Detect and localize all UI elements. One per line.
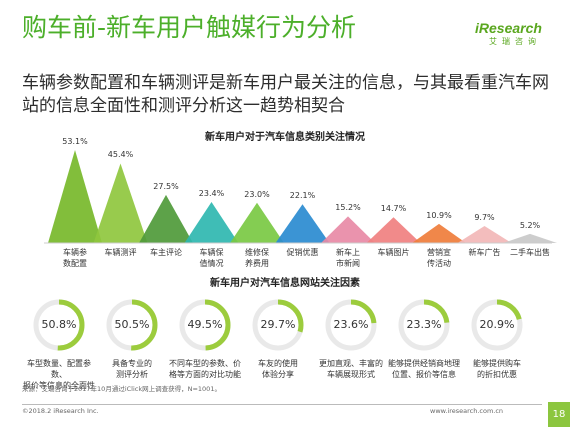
peak-category-label: 车辆图片 <box>377 248 410 257</box>
peak-value-label: 45.4% <box>107 150 134 160</box>
peak-1 <box>48 150 102 243</box>
peak-category-label: 促销优惠 <box>286 248 319 257</box>
peak-value-label: 53.1% <box>62 137 88 146</box>
peak-9 <box>412 223 466 243</box>
peak-category-label: 车主评论 <box>150 248 182 257</box>
peak-category-label: 车辆测评 <box>104 248 137 257</box>
peak-category-label: 新车广告 <box>468 248 501 257</box>
ring-arc <box>33 299 85 351</box>
ring-value: 29.7% <box>260 318 296 331</box>
ring-description: 车型数量、配置参数、 报价等信息的全面性 <box>23 359 95 390</box>
logo-subtitle: 艾瑞咨询 <box>489 37 541 46</box>
peak-5 <box>230 202 284 243</box>
ring-chart-title: 新车用户对汽车信息网站关注因素 <box>210 278 360 289</box>
peak-category-label: 新车上 市新闻 <box>336 248 360 268</box>
page-number: 18 <box>548 402 570 427</box>
ring-description: 具备专业的 测评分析 <box>112 359 152 379</box>
ring-chart: 23.3% <box>395 296 453 354</box>
page-title: 购车前-新车用户触媒行为分析 <box>22 13 357 42</box>
ring-chart: 20.9% <box>468 296 526 354</box>
peak-value-label: 9.7% <box>474 213 495 222</box>
peak-value-label: 10.9% <box>426 210 452 220</box>
peak-value-label: 14.7% <box>380 204 407 214</box>
peak-value-label: 23.4% <box>198 189 225 199</box>
peak-category-label: 车辆保 值情况 <box>199 248 224 268</box>
peak-3 <box>139 194 193 243</box>
ring-value: 50.5% <box>114 318 150 331</box>
peak-category-label: 二手车出售 <box>510 248 550 257</box>
ring-description: 能够提供购车 的折扣优惠 <box>473 359 521 379</box>
peak-category-label: 营销宣 传活动 <box>427 248 451 268</box>
ring-value: 20.9% <box>479 318 515 331</box>
peak-value-label: 22.1% <box>289 191 316 201</box>
logo-brand: iResearch <box>475 20 542 36</box>
ring-value: 23.6% <box>333 318 369 331</box>
ring-arc <box>179 299 231 351</box>
ring-chart: 50.5% <box>103 296 161 354</box>
ring-description: 车友的使用 体验分享 <box>258 359 298 379</box>
peak-value-label: 15.2% <box>335 203 361 213</box>
ring-arc <box>106 299 158 351</box>
ring-value: 50.8% <box>41 318 77 331</box>
peak-2 <box>93 163 148 243</box>
peak-value-label: 23.0% <box>244 189 270 199</box>
ring-arc <box>325 299 377 351</box>
peak-8 <box>366 217 421 243</box>
peak-value-label: 5.2% <box>519 220 541 230</box>
website: www.iresearch.com.cn <box>430 407 504 415</box>
copyright: ©2018.2 iResearch Inc. <box>22 407 99 415</box>
peak-chart-title: 新车用户对于汽车信息类别关注情况 <box>205 132 365 143</box>
ring-arc <box>252 299 304 351</box>
iresearch-logo: iResearch 艾瑞咨询 <box>475 20 545 50</box>
peak-6 <box>275 204 330 243</box>
ring-value: 49.5% <box>187 318 223 331</box>
ring-chart: 23.6% <box>322 296 380 354</box>
source-note: 来源：艾瑞咨询于2017年10月通过iClick网上调查获得，N=1001。 <box>22 385 221 393</box>
ring-arc <box>471 299 523 351</box>
ring-chart: 29.7% <box>249 296 307 354</box>
ring-description: 不同车型的参数、价 格等方面的对比功能 <box>169 359 241 379</box>
ring-description: 更加直观、丰富的 车辆展现形式 <box>319 359 383 379</box>
ring-chart: 50.8% <box>30 296 88 354</box>
peak-4 <box>184 202 239 243</box>
peak-category-label: 维修保 养费用 <box>245 248 269 268</box>
peak-7 <box>321 216 375 243</box>
footer-divider <box>22 404 542 405</box>
ring-chart: 49.5% <box>176 296 234 354</box>
peak-category-label: 车辆参 数配置 <box>63 248 87 268</box>
ring-value: 23.3% <box>406 318 442 331</box>
peak-value-label: 27.5% <box>153 181 179 191</box>
lead-text: 车辆参数配置和车辆测评是新车用户最关注的信息，与其最看重汽车网站的信息全面性和测… <box>22 73 549 116</box>
peak-10 <box>457 226 512 243</box>
ring-arc <box>398 299 450 351</box>
ring-description: 能够提供经销商地理 位置、报价等信息 <box>388 359 460 379</box>
peak-11 <box>503 233 557 243</box>
